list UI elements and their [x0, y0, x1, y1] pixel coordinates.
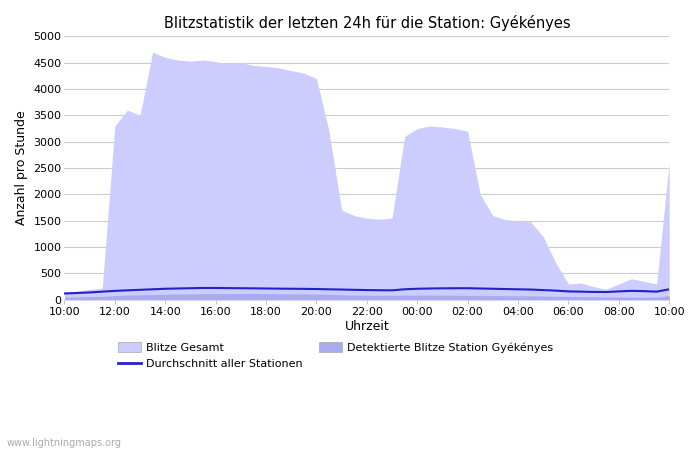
Y-axis label: Anzahl pro Stunde: Anzahl pro Stunde [15, 111, 28, 225]
Text: www.lightningmaps.org: www.lightningmaps.org [7, 438, 122, 448]
Title: Blitzstatistik der letzten 24h für die Station: Gyékényes: Blitzstatistik der letzten 24h für die S… [164, 15, 570, 31]
X-axis label: Uhrzeit: Uhrzeit [344, 320, 389, 333]
Legend: Blitze Gesamt, Durchschnitt aller Stationen, Detektierte Blitze Station Gyékénye: Blitze Gesamt, Durchschnitt aller Statio… [118, 342, 554, 369]
